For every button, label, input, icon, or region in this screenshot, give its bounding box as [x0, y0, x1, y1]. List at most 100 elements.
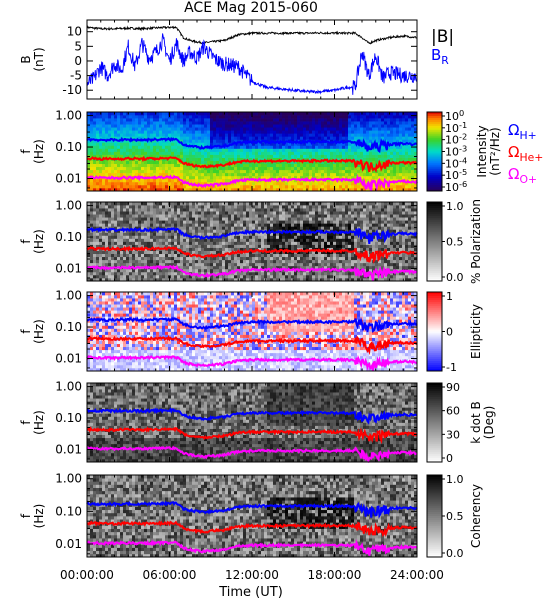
- spectrogram-cell: [351, 118, 355, 122]
- spectrogram-cell: [240, 265, 244, 270]
- spectrogram-cell: [330, 121, 334, 125]
- spectrogram-cell: [108, 274, 112, 279]
- spectrogram-cell: [225, 238, 229, 242]
- spectrogram-cell: [132, 181, 136, 186]
- spectrogram-cell: [162, 145, 166, 149]
- spectrogram-cell: [96, 271, 100, 276]
- spectrogram-cell: [201, 271, 205, 276]
- spectrogram-cell: [87, 172, 91, 177]
- spectrogram-cell: [261, 160, 265, 165]
- spectrogram-cell: [135, 217, 139, 221]
- spectrogram-cell: [198, 181, 202, 186]
- spectrogram-cell: [363, 157, 367, 161]
- spectrogram-cell: [336, 142, 340, 146]
- spectrogram-cell: [270, 259, 274, 264]
- spectrogram-cell: [312, 124, 316, 128]
- spectrogram-cell: [294, 277, 298, 282]
- spectrogram-cell: [330, 175, 334, 180]
- spectrogram-cell: [180, 124, 184, 128]
- spectrogram-cell: [258, 262, 262, 267]
- spectrogram-cell: [156, 118, 160, 122]
- spectrogram-cell: [168, 181, 172, 186]
- spectrogram-cell: [258, 250, 262, 255]
- spectrogram-cell: [246, 202, 250, 206]
- spectrogram-cell: [183, 115, 187, 119]
- spectrogram-cell: [180, 202, 184, 206]
- spectrogram-cell: [201, 265, 205, 270]
- spectrogram-cell: [150, 169, 154, 174]
- spectrogram-cell: [186, 211, 190, 215]
- spectrogram-cell: [357, 184, 361, 189]
- spectrogram-cell: [186, 247, 190, 251]
- spectrogram-cell: [270, 175, 274, 180]
- spectrogram-cell: [237, 229, 241, 233]
- spectrogram-cell: [210, 151, 214, 155]
- spectrogram-cell: [171, 250, 175, 255]
- panel-polarization: 1.000.100.01f (Hz)1.00.50.0% Polarization: [19, 199, 483, 284]
- spectrogram-cell: [168, 148, 172, 152]
- spectrogram-cell: [87, 262, 91, 267]
- spectrogram-cell: [147, 124, 151, 128]
- spectrogram-cell: [291, 253, 295, 258]
- spectrogram-cell: [345, 169, 349, 174]
- spectrogram-cell: [270, 217, 274, 221]
- spectrogram-cell: [165, 253, 169, 258]
- spectrogram-cell: [255, 223, 259, 227]
- spectrogram-cell: [105, 127, 109, 131]
- spectrogram-cell: [183, 250, 187, 255]
- spectrogram-cell: [261, 265, 265, 270]
- spectrogram-cell: [297, 115, 301, 119]
- spectrogram-cell: [102, 205, 106, 209]
- spectrogram-cell: [210, 130, 214, 134]
- spectrogram-cell: [276, 277, 280, 282]
- spectrogram-cell: [264, 232, 268, 236]
- spectrogram-cell: [357, 169, 361, 174]
- spectrogram-cell: [138, 241, 142, 245]
- colorbar-segment: [427, 125, 442, 129]
- spectrogram-cell: [255, 187, 259, 192]
- spectrogram-cell: [342, 115, 346, 119]
- spectrogram-cell: [279, 277, 283, 282]
- spectrogram-cell: [363, 115, 367, 119]
- spectrogram-cell: [186, 205, 190, 209]
- spectrogram-cell: [411, 154, 415, 158]
- spectrogram-cell: [156, 202, 160, 206]
- spectrogram-cell: [159, 121, 163, 125]
- spectrogram-cell: [90, 163, 94, 168]
- spectrogram-cell: [285, 160, 289, 165]
- spectrogram-cell: [108, 148, 112, 152]
- spectrogram-cell: [240, 256, 244, 261]
- spectrogram-cell: [237, 151, 241, 155]
- spectrogram-cell: [321, 118, 325, 122]
- spectrogram-cell: [147, 151, 151, 155]
- spectrogram-cell: [144, 187, 148, 192]
- spectrogram-cell: [354, 115, 358, 119]
- spectrogram-cell: [93, 169, 97, 174]
- spectrogram-cell: [93, 253, 97, 258]
- spectrogram-cell: [309, 184, 313, 189]
- spectrogram-cell: [144, 259, 148, 264]
- spectrogram-cell: [252, 124, 256, 128]
- spectrogram-cell: [210, 139, 214, 143]
- spectrogram-cell: [351, 127, 355, 131]
- spectrogram-cell: [255, 259, 259, 264]
- spectrogram-cell: [204, 277, 208, 282]
- y-axis-label: B: [19, 55, 33, 63]
- spectrogram-cell: [372, 121, 376, 125]
- spectrogram-cell: [198, 259, 202, 264]
- spectrogram-cell: [264, 220, 268, 224]
- spectrogram-cell: [267, 256, 271, 261]
- spectrogram-cell: [183, 241, 187, 245]
- spectrogram-cell: [222, 244, 226, 248]
- spectrogram-cell: [297, 163, 301, 168]
- spectrogram-cell: [315, 169, 319, 174]
- spectrogram-cell: [231, 205, 235, 209]
- spectrogram-cell: [180, 226, 184, 230]
- spectrogram-cell: [306, 169, 310, 174]
- spectrogram-cell: [195, 256, 199, 261]
- spectrogram-cell: [93, 145, 97, 149]
- spectrogram-cell: [252, 226, 256, 230]
- spectrogram-cell: [336, 175, 340, 180]
- spectrogram-cell: [324, 115, 328, 119]
- spectrogram-cell: [96, 202, 100, 206]
